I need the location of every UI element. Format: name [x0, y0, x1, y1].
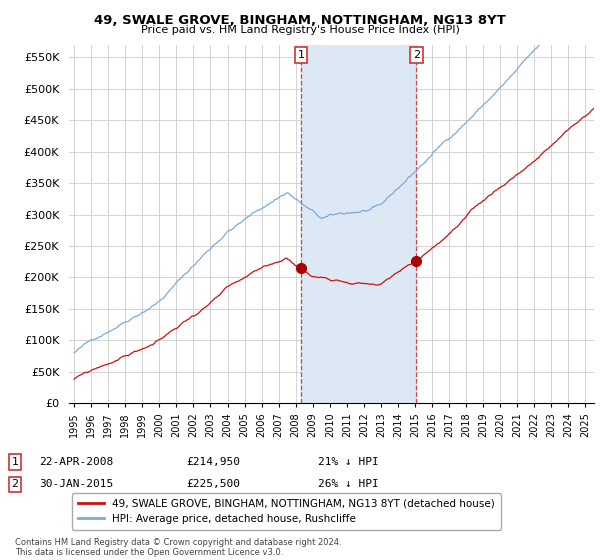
Text: 22-APR-2008: 22-APR-2008	[39, 457, 113, 467]
Text: 49, SWALE GROVE, BINGHAM, NOTTINGHAM, NG13 8YT: 49, SWALE GROVE, BINGHAM, NOTTINGHAM, NG…	[94, 14, 506, 27]
Text: 2: 2	[11, 479, 19, 489]
Text: 2: 2	[413, 50, 420, 60]
Text: 26% ↓ HPI: 26% ↓ HPI	[318, 479, 379, 489]
Text: 30-JAN-2015: 30-JAN-2015	[39, 479, 113, 489]
Text: 1: 1	[298, 50, 304, 60]
Text: £214,950: £214,950	[186, 457, 240, 467]
Bar	[301, 45, 416, 403]
Text: Contains HM Land Registry data © Crown copyright and database right 2024.
This d: Contains HM Land Registry data © Crown c…	[15, 538, 341, 557]
Legend: 49, SWALE GROVE, BINGHAM, NOTTINGHAM, NG13 8YT (detached house), HPI: Average pr: 49, SWALE GROVE, BINGHAM, NOTTINGHAM, NG…	[71, 493, 501, 530]
Text: £225,500: £225,500	[186, 479, 240, 489]
Text: Price paid vs. HM Land Registry's House Price Index (HPI): Price paid vs. HM Land Registry's House …	[140, 25, 460, 35]
Text: 1: 1	[11, 457, 19, 467]
Text: 21% ↓ HPI: 21% ↓ HPI	[318, 457, 379, 467]
